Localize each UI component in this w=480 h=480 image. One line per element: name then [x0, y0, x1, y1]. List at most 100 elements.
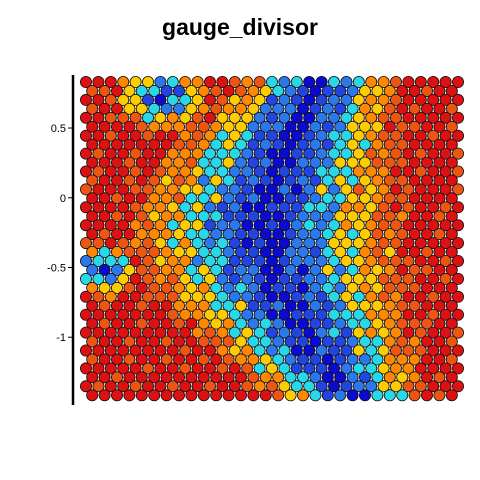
heatmap-cell	[172, 192, 185, 205]
heatmap-cell	[129, 254, 142, 267]
heatmap-cell	[439, 254, 452, 267]
heatmap-cell	[327, 147, 340, 160]
heatmap-cell	[321, 120, 334, 133]
heatmap-cell	[222, 174, 235, 187]
heatmap-cell	[160, 120, 173, 133]
heatmap-cell	[117, 380, 130, 393]
heatmap-cell	[92, 308, 105, 321]
heatmap-cell	[420, 281, 433, 294]
heatmap-cell	[420, 85, 433, 98]
heatmap-cell	[358, 120, 371, 133]
heatmap-cell	[414, 326, 427, 339]
heatmap-cell	[216, 380, 229, 393]
heatmap-cell	[296, 335, 309, 348]
heatmap-cell	[389, 380, 402, 393]
heatmap-cell	[445, 192, 458, 205]
heatmap-cell	[315, 165, 328, 178]
heatmap-cell	[352, 380, 365, 393]
heatmap-cell	[284, 335, 297, 348]
heatmap-cell	[234, 335, 247, 348]
heatmap-cell	[278, 165, 291, 178]
heatmap-cell	[315, 111, 328, 124]
heatmap-cell	[402, 111, 415, 124]
heatmap-cell	[234, 353, 247, 366]
heatmap-cell	[234, 120, 247, 133]
heatmap-cell	[191, 290, 204, 303]
heatmap-cell	[123, 192, 136, 205]
heatmap-cell	[203, 76, 216, 89]
heatmap-cell	[259, 389, 272, 402]
heatmap-cell	[346, 371, 359, 384]
heatmap-cell	[253, 272, 266, 285]
heatmap-cell	[352, 219, 365, 232]
heatmap-cell	[439, 290, 452, 303]
heatmap-cell	[265, 272, 278, 285]
heatmap-cell	[135, 281, 148, 294]
heatmap-cell	[315, 308, 328, 321]
heatmap-cell	[216, 111, 229, 124]
heatmap-cell	[222, 138, 235, 151]
heatmap-cell	[80, 201, 93, 214]
heatmap-cell	[284, 281, 297, 294]
heatmap-cell	[365, 290, 378, 303]
heatmap-cell	[111, 192, 124, 205]
heatmap-cell	[396, 263, 409, 276]
heatmap-cell	[396, 353, 409, 366]
heatmap-cell	[414, 237, 427, 250]
heatmap-cell	[309, 120, 322, 133]
heatmap-cell	[166, 254, 179, 267]
heatmap-cell	[179, 147, 192, 160]
heatmap-cell	[272, 120, 285, 133]
heatmap-cell	[296, 174, 309, 187]
heatmap-cell	[148, 371, 161, 384]
heatmap-cell	[309, 281, 322, 294]
heatmap-cell	[340, 362, 353, 375]
heatmap-cell	[197, 120, 210, 133]
heatmap-cell	[451, 326, 464, 339]
heatmap-cell	[402, 362, 415, 375]
heatmap-cell	[272, 228, 285, 241]
heatmap-cell	[427, 219, 440, 232]
heatmap-cell	[197, 156, 210, 169]
heatmap-cell	[327, 254, 340, 267]
heatmap-cell	[160, 85, 173, 98]
heatmap-cell	[327, 165, 340, 178]
heatmap-cell	[148, 120, 161, 133]
heatmap-cell	[86, 174, 99, 187]
heatmap-cell	[154, 93, 167, 106]
heatmap-cell	[389, 111, 402, 124]
heatmap-cell	[191, 165, 204, 178]
heatmap-cell	[123, 85, 136, 98]
heatmap-cell	[433, 138, 446, 151]
heatmap-cell	[272, 192, 285, 205]
heatmap-cell	[284, 120, 297, 133]
heatmap-cell	[197, 174, 210, 187]
heatmap-cell	[222, 263, 235, 276]
heatmap-cell	[278, 272, 291, 285]
heatmap-cell	[86, 245, 99, 258]
heatmap-cell	[327, 111, 340, 124]
heatmap-cell	[352, 344, 365, 357]
heatmap-cell	[160, 389, 173, 402]
heatmap-cell	[420, 245, 433, 258]
heatmap-cell	[228, 219, 241, 232]
heatmap-cell	[445, 138, 458, 151]
heatmap-cell	[166, 237, 179, 250]
heatmap-cell	[135, 335, 148, 348]
heatmap-cell	[92, 362, 105, 375]
heatmap-cell	[234, 210, 247, 223]
heatmap-cell	[451, 93, 464, 106]
heatmap-cell	[216, 76, 229, 89]
heatmap-cell	[104, 272, 117, 285]
heatmap-cell	[414, 272, 427, 285]
heatmap-cell	[154, 290, 167, 303]
heatmap-cell	[284, 138, 297, 151]
heatmap-cell	[327, 362, 340, 375]
heatmap-cell	[296, 299, 309, 312]
heatmap-cell	[358, 353, 371, 366]
heatmap-cell	[154, 380, 167, 393]
heatmap-cell	[129, 326, 142, 339]
heatmap-cell	[334, 228, 347, 241]
heatmap-cell	[272, 389, 285, 402]
heatmap-cell	[197, 228, 210, 241]
